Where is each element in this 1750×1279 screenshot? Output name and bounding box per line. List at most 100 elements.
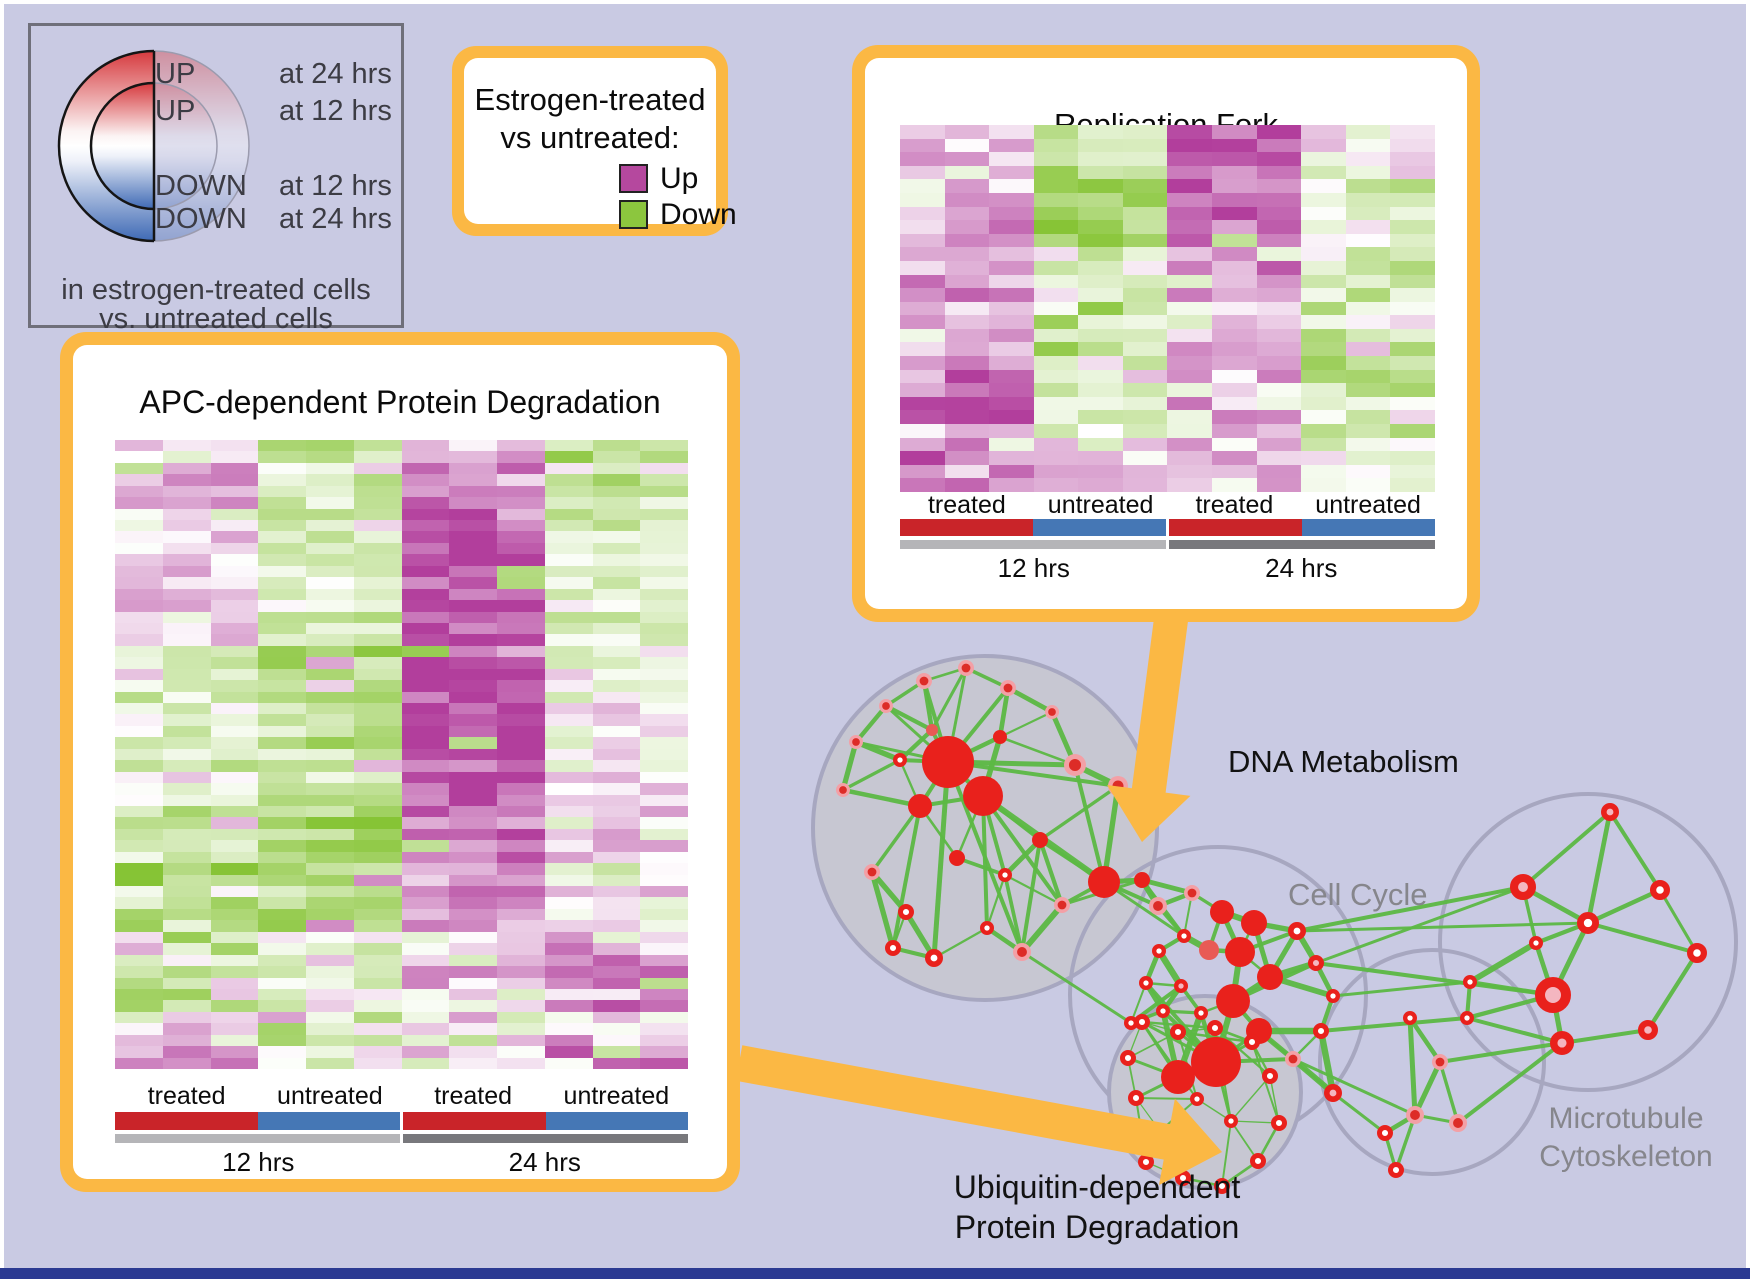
heatmap-cell <box>544 542 593 555</box>
heatmap-cell <box>115 703 163 715</box>
heatmap-cell <box>306 611 354 623</box>
heatmap-cell <box>592 748 641 761</box>
condition-bar-treated <box>115 1112 258 1130</box>
heatmap-cell <box>210 886 259 898</box>
heatmap-cell <box>1256 356 1302 370</box>
heatmap-cell <box>592 691 641 704</box>
updown-timing-legend: UP at 24 hrs UP at 12 hrs DOWN at 12 hrs DOWN a… <box>28 23 404 335</box>
heatmap-cell <box>306 645 354 658</box>
heatmap-cell <box>1390 288 1435 302</box>
heatmap-cell <box>1301 247 1346 261</box>
heatmap-cell <box>449 520 497 532</box>
heatmap-cell <box>449 966 497 978</box>
heatmap-cell <box>640 657 688 669</box>
heatmap-cell <box>449 954 497 967</box>
heatmap-cell <box>1167 260 1213 275</box>
heatmap-cell <box>1390 260 1435 275</box>
heatmap-cell <box>1301 206 1346 221</box>
heatmap-cell <box>401 657 450 669</box>
heatmap-cell <box>1345 328 1391 343</box>
heatmap-cell <box>640 851 688 864</box>
heatmap-cell <box>544 1000 593 1012</box>
heatmap-cell <box>353 977 402 989</box>
heatmap-cell <box>306 748 354 761</box>
condition-label: untreated <box>1315 491 1421 519</box>
heatmap-cell <box>449 783 497 795</box>
heatmap-cell <box>497 737 545 749</box>
heatmap-cell <box>210 554 259 566</box>
heatmap-cell <box>1122 410 1168 425</box>
heatmap-cell <box>544 737 593 749</box>
heatmap-cell <box>1033 383 1079 397</box>
heatmap-cell <box>1122 424 1168 438</box>
heatmap-cell <box>353 817 402 829</box>
time-bar <box>1169 540 1435 549</box>
heatmap-cell <box>210 988 259 1001</box>
heatmap-cell <box>258 600 306 612</box>
heatmap-cell <box>162 1000 211 1012</box>
heatmap-cell <box>1301 192 1346 207</box>
heatmap-cell <box>1212 410 1257 425</box>
heatmap-cell <box>1256 288 1302 302</box>
heatmap-cell <box>162 508 211 521</box>
heatmap-cell <box>640 886 688 898</box>
condition-label: untreated <box>563 1082 670 1110</box>
heatmap-cell <box>115 805 163 818</box>
heatmap-cell <box>544 805 593 818</box>
heatmap-cell <box>1256 301 1302 316</box>
heatmap-cell <box>210 805 259 818</box>
heatmap-cell <box>401 462 450 475</box>
heatmap-cell <box>1345 260 1391 275</box>
heatmap-cell <box>497 600 545 612</box>
heatmap-cell <box>115 680 163 692</box>
rf-condition-labels: treated untreated treated untreated <box>900 491 1435 520</box>
legend-label: Up <box>660 162 699 195</box>
heatmap-cell <box>592 863 641 875</box>
heatmap-cell <box>401 1034 450 1047</box>
heatmap-cell <box>210 1034 259 1047</box>
heatmap-cell <box>449 1034 497 1047</box>
heatmap-cell <box>449 634 497 646</box>
heatmap-cell <box>162 920 211 932</box>
heatmap-cell <box>1078 125 1123 139</box>
heatmap-cell <box>544 462 593 475</box>
heatmap-cell <box>1345 206 1391 221</box>
heatmap-cell <box>210 565 259 578</box>
heatmap-cell <box>401 600 450 612</box>
heatmap-cell <box>353 783 402 795</box>
heatmap-cell <box>1345 233 1391 248</box>
heatmap-cell <box>353 508 402 521</box>
heatmap-cell <box>497 943 545 955</box>
heatmap-cell <box>640 897 688 909</box>
heatmap-cell <box>1345 437 1391 452</box>
heatmap-cell <box>900 274 945 289</box>
heatmap-cell <box>449 794 497 806</box>
heatmap-cell <box>497 783 545 795</box>
heatmap-cell <box>1122 328 1168 343</box>
heatmap-cell <box>115 565 163 578</box>
replication-fork-heatmap <box>900 125 1435 492</box>
heatmap-cell <box>306 485 354 498</box>
heatmap-cell <box>210 897 259 909</box>
heatmap-cell <box>1033 165 1079 180</box>
heatmap-cell <box>353 703 402 715</box>
heatmap-cell <box>640 1000 688 1012</box>
heatmap-cell <box>115 474 163 486</box>
heatmap-cell <box>162 600 211 612</box>
legend-item-up: Up <box>464 162 716 195</box>
heatmap-cell <box>401 737 450 749</box>
heatmap-cell <box>1033 437 1079 452</box>
heatmap-cell <box>449 565 497 578</box>
heatmap-cell <box>353 485 402 498</box>
heatmap-cell <box>162 794 211 806</box>
heatmap-cell <box>1167 342 1213 357</box>
heatmap-cell <box>1122 165 1168 180</box>
heatmap-cell <box>592 474 641 486</box>
heatmap-cell <box>449 645 497 658</box>
heatmap-cell <box>1212 356 1257 370</box>
heatmap-cell <box>1033 274 1079 289</box>
heatmap-cell <box>1390 369 1435 384</box>
heatmap-cell <box>162 622 211 635</box>
heatmap-cell <box>258 886 306 898</box>
heatmap-cell <box>449 622 497 635</box>
